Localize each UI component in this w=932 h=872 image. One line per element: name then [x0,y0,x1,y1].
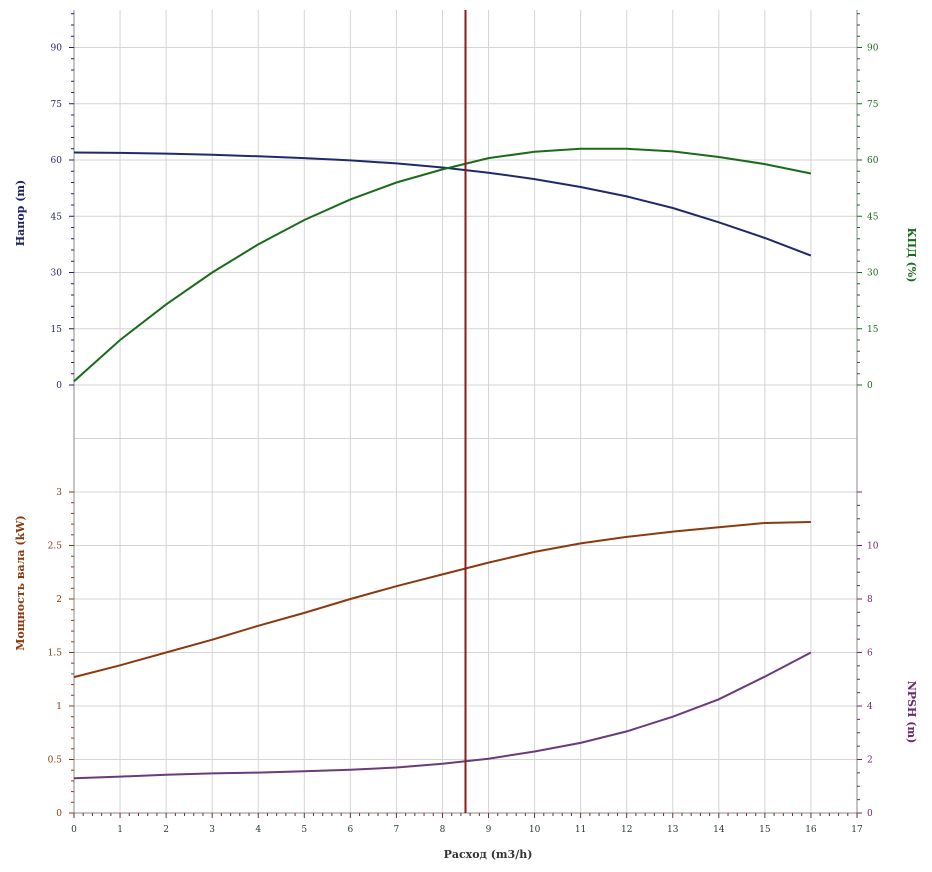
x-tick-label: 4 [255,825,261,835]
x-tick-label: 11 [575,825,586,835]
x-tick-label: 15 [759,825,771,835]
x-tick-label: 14 [713,825,725,835]
efficiency-tick-label: 90 [867,44,879,54]
x-tick-label: 10 [529,825,541,835]
npsh-tick-label: 0 [867,809,873,819]
npsh-axis-title: NPSH (m) [905,681,918,744]
head-tick-label: 15 [51,325,63,335]
x-tick-label: 9 [486,825,492,835]
x-tick-label: 2 [163,825,169,835]
x-axis-title: Расход (m3/h) [444,848,533,861]
x-tick-label: 0 [71,825,77,835]
x-tick-label: 6 [347,825,353,835]
npsh-tick-label: 8 [867,595,873,605]
efficiency-tick-label: 75 [867,100,879,110]
power-curve [73,521,811,679]
power-tick-label: 0.5 [48,756,63,766]
x-tick-label: 5 [301,825,307,835]
npsh-tick-label: 2 [867,756,873,766]
power-tick-label: 1 [56,702,62,712]
efficiency-tick-label: 45 [867,212,879,222]
npsh-curve [73,651,812,780]
efficiency-tick-label: 60 [867,156,879,166]
npsh-tick-label: 4 [867,702,873,712]
head-tick-label: 75 [51,100,63,110]
tick-labels: 0 1 2 3 4 5 6 7 8 9 10 11 12 13 14 15 16 1701530456075900… [48,44,879,836]
axis-ticks [69,10,862,818]
efficiency-tick-label: 15 [867,325,879,335]
head-tick-label: 45 [51,212,63,222]
power-tick-label: 1.5 [48,649,63,659]
power-tick-label: 0 [56,809,62,819]
efficiency-tick-label: 30 [867,269,879,279]
power-tick-label: 2.5 [48,542,63,552]
efficiency-axis-title: КПД (%) [905,228,918,283]
power-axis-title: Мощность вала (kW) [14,515,27,650]
head-curve [73,151,812,257]
x-tick-label: 13 [667,825,679,835]
curves [73,10,812,813]
x-tick-label: 16 [805,825,817,835]
head-tick-label: 60 [51,156,63,166]
efficiency-tick-label: 0 [867,381,873,391]
power-tick-label: 2 [56,595,62,605]
x-tick-label: 7 [394,825,400,835]
power-tick-label: 3 [56,488,62,498]
npsh-tick-label: 6 [867,649,873,659]
x-tick-label: 8 [440,825,446,835]
head-axis-title: Напор (m) [14,180,27,246]
efficiency-curve [73,147,812,383]
x-tick-label: 12 [621,825,632,835]
x-tick-label: 3 [209,825,215,835]
npsh-tick-label: 10 [867,542,879,552]
x-tick-label: 1 [117,825,123,835]
x-tick-label: 17 [851,825,863,835]
head-tick-label: 30 [51,269,63,279]
head-tick-label: 90 [51,44,63,54]
head-tick-label: 0 [56,381,62,391]
